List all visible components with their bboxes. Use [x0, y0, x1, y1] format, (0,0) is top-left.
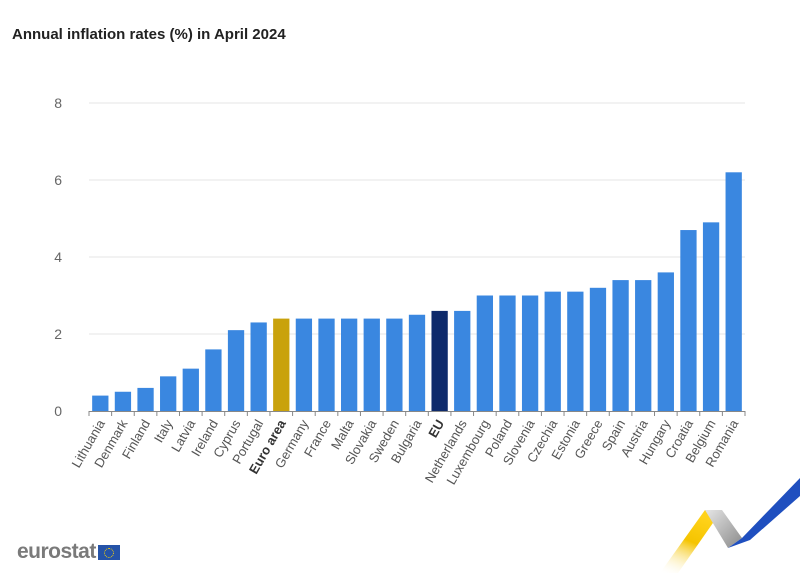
bar-hungary[interactable]: Hungary: 3.6	[657, 272, 674, 411]
bar-finland[interactable]: Finland: 0.6	[137, 387, 154, 411]
bar-croatia[interactable]: Croatia: 4.7	[680, 230, 697, 411]
bar-greece[interactable]: Greece: 3.2	[589, 287, 607, 411]
bar-luxembourg[interactable]: Luxembourg: 3	[476, 295, 494, 412]
bar-cyprus[interactable]: Cyprus: 2.1	[227, 330, 245, 411]
bar-denmark[interactable]: Denmark: 0.5	[114, 391, 132, 411]
bar-lithuania[interactable]: Lithuania: 0.4	[92, 395, 109, 411]
y-tick-label: 2	[54, 326, 62, 342]
eu-flag-icon	[97, 544, 120, 560]
bar-slovakia[interactable]: Slovakia: 2.4	[363, 318, 380, 411]
bar-portugal[interactable]: Portugal: 2.3	[250, 322, 267, 411]
y-tick-label: 6	[54, 172, 62, 188]
x-axis-labels: LithuaniaDenmarkFinlandItalyLatviaIrelan…	[69, 416, 742, 487]
bar-czechia[interactable]: Czechia: 3.1	[544, 291, 561, 411]
y-tick-label: 8	[54, 95, 62, 111]
chart-title: Annual inflation rates (%) in April 2024	[12, 26, 286, 43]
bar-latvia[interactable]: Latvia: 1.1	[182, 368, 199, 411]
logo-text: eurostat	[17, 540, 96, 563]
x-axis	[88, 411, 746, 416]
bar-france[interactable]: France: 2.4	[318, 318, 335, 411]
bar-austria[interactable]: Austria: 3.4	[635, 280, 652, 411]
x-tick-label: EU	[425, 417, 447, 440]
bar-belgium[interactable]: Belgium: 4.9	[702, 222, 720, 411]
bar-euro-area[interactable]: Euro area: 2.4	[273, 318, 290, 411]
bar-spain[interactable]: Spain: 3.4	[612, 280, 629, 411]
bar-slovenia[interactable]: Slovenia: 3	[521, 295, 539, 412]
bar-estonia[interactable]: Estonia: 3.1	[567, 291, 584, 411]
bar-bulgaria[interactable]: Bulgaria: 2.5	[408, 314, 426, 411]
bar-malta[interactable]: Malta: 2.4	[340, 318, 358, 411]
bar-chart: 0 2 4 6 8 Lithuania: 0.4 Denmark: 0.5 Finland:…	[54, 95, 746, 487]
bar-eu[interactable]: EU: 2.6	[431, 310, 448, 411]
bar-sweden[interactable]: Sweden: 2.4	[386, 318, 403, 411]
bar-romania[interactable]: Romania: 6.2	[725, 172, 742, 411]
bar-netherlands[interactable]: Netherlands: 2.6	[454, 310, 471, 411]
eurostat-logo: eurostat	[17, 540, 120, 564]
y-tick-label: 0	[54, 403, 62, 419]
y-axis-ticks: 0 2 4 6 8	[54, 95, 62, 419]
y-tick-label: 4	[54, 249, 62, 265]
bar-ireland[interactable]: Ireland: 1.6	[205, 349, 222, 411]
bars: Lithuania: 0.4 Denmark: 0.5 Finland: 0.6 It…	[92, 172, 742, 411]
bar-poland[interactable]: Poland: 3	[499, 295, 516, 412]
bar-italy[interactable]: Italy: 0.9	[160, 376, 177, 411]
ribbon-decoration-icon	[660, 478, 800, 573]
bar-germany[interactable]: Germany: 2.4	[295, 318, 313, 411]
